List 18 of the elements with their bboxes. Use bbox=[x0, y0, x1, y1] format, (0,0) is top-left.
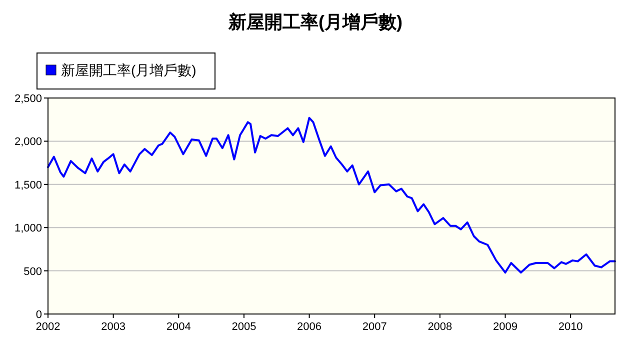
y-tick-label: 2,500 bbox=[14, 93, 42, 105]
y-tick-label: 0 bbox=[36, 309, 42, 321]
x-tick-label: 2004 bbox=[166, 321, 191, 333]
x-tick-label: 2006 bbox=[297, 321, 322, 333]
x-tick-label: 2009 bbox=[493, 321, 518, 333]
x-tick-label: 2008 bbox=[428, 321, 452, 333]
y-tick-label: 1,000 bbox=[14, 222, 42, 235]
x-tick-label: 2010 bbox=[558, 321, 583, 333]
y-tick-label: 500 bbox=[24, 266, 42, 278]
legend-label: 新屋開工率(月增戶數) bbox=[61, 62, 196, 78]
x-tick-label: 2003 bbox=[101, 321, 126, 333]
line-series bbox=[47, 116, 616, 274]
y-tick-label: 1,500 bbox=[14, 179, 42, 192]
x-tick-label: 2005 bbox=[232, 321, 256, 333]
chart-title: 新屋開工率(月增戶數) bbox=[228, 12, 402, 32]
x-tick-label: 2002 bbox=[36, 321, 60, 333]
x-tick-label: 2007 bbox=[362, 321, 387, 333]
y-tick-label: 2,000 bbox=[14, 136, 42, 148]
